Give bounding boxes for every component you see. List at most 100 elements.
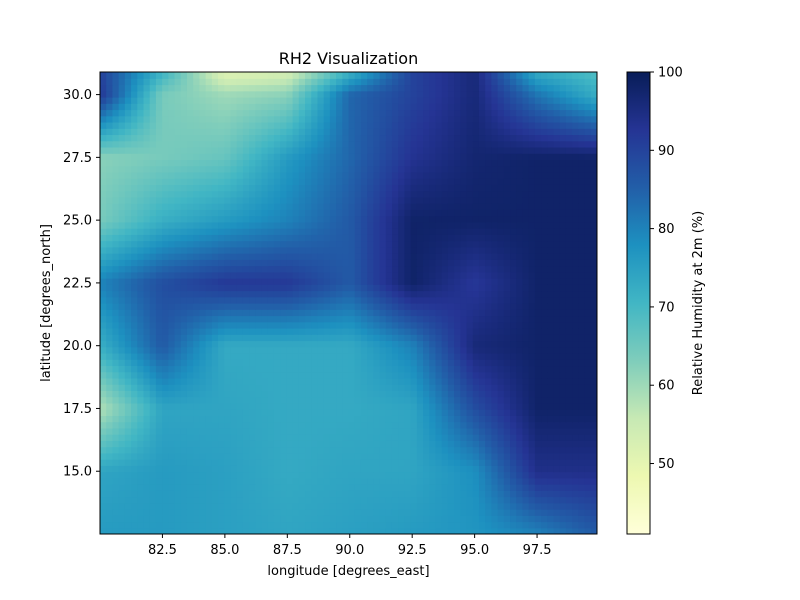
- heatmap-cell: [503, 259, 511, 267]
- heatmap-cell: [547, 171, 555, 179]
- heatmap-cell: [249, 246, 256, 254]
- heatmap-cell: [541, 215, 548, 223]
- heatmap-cell: [242, 421, 250, 429]
- heatmap-cell: [292, 440, 300, 448]
- heatmap-cell: [391, 253, 399, 260]
- heatmap-cell: [305, 484, 312, 491]
- heatmap-cell: [205, 259, 213, 267]
- heatmap-cell: [466, 471, 474, 479]
- heatmap-cell: [429, 527, 437, 534]
- heatmap-cell: [211, 284, 219, 292]
- heatmap-cell: [174, 477, 182, 485]
- heatmap-cell: [516, 265, 524, 273]
- heatmap-cell: [199, 140, 207, 148]
- heatmap-cell: [317, 427, 325, 435]
- heatmap-cell: [478, 246, 486, 254]
- heatmap-cell: [317, 446, 325, 454]
- heatmap-cell: [466, 259, 474, 267]
- heatmap-cell: [522, 184, 530, 192]
- heatmap-cell: [329, 359, 337, 367]
- heatmap-cell: [503, 146, 511, 154]
- heatmap-cell: [342, 490, 350, 498]
- heatmap-cell: [273, 396, 281, 404]
- heatmap-cell: [205, 502, 213, 510]
- heatmap-cell: [373, 352, 381, 360]
- heatmap-cell: [118, 296, 126, 304]
- heatmap-cell: [143, 159, 151, 167]
- heatmap-cell: [236, 440, 244, 448]
- heatmap-cell: [398, 165, 406, 173]
- heatmap-cell: [466, 477, 474, 485]
- heatmap-cell: [435, 334, 443, 342]
- heatmap-cell: [211, 421, 219, 429]
- heatmap-cell: [230, 440, 238, 448]
- heatmap-cell: [447, 459, 455, 466]
- heatmap-cell: [553, 427, 561, 435]
- heatmap-cell: [186, 209, 194, 217]
- heatmap-cell: [472, 452, 480, 460]
- heatmap-cell: [522, 459, 530, 466]
- heatmap-cell: [559, 421, 567, 429]
- heatmap-cell: [503, 346, 511, 354]
- heatmap-cell: [323, 446, 331, 454]
- heatmap-cell: [298, 284, 306, 292]
- heatmap-cell: [578, 477, 586, 485]
- heatmap-cell: [373, 384, 381, 391]
- heatmap-cell: [472, 228, 480, 235]
- heatmap-cell: [162, 296, 169, 304]
- heatmap-cell: [267, 209, 275, 217]
- heatmap-cell: [454, 309, 461, 317]
- heatmap-cell: [168, 228, 176, 235]
- heatmap-cell: [534, 515, 542, 523]
- heatmap-cell: [323, 427, 331, 435]
- heatmap-cell: [404, 427, 412, 435]
- heatmap-cell: [218, 346, 225, 354]
- heatmap-cell: [218, 340, 225, 348]
- heatmap-cell: [329, 196, 337, 204]
- heatmap-cell: [106, 215, 114, 223]
- heatmap-cell: [311, 402, 319, 410]
- heatmap-cell: [242, 203, 250, 210]
- heatmap-cell: [131, 303, 138, 310]
- heatmap-cell: [292, 334, 300, 342]
- heatmap-cell: [367, 209, 374, 217]
- heatmap-cell: [298, 352, 306, 360]
- heatmap-cell: [273, 165, 281, 173]
- heatmap-cell: [186, 471, 194, 479]
- heatmap-cell: [168, 290, 176, 298]
- heatmap-cell: [547, 484, 555, 491]
- heatmap-cell: [391, 452, 399, 460]
- heatmap-cell: [242, 427, 250, 435]
- heatmap-cell: [211, 246, 219, 254]
- heatmap-cell: [112, 484, 120, 491]
- heatmap-cell: [391, 221, 399, 229]
- heatmap-cell: [410, 284, 418, 292]
- heatmap-cell: [423, 203, 430, 210]
- heatmap-cell: [404, 452, 412, 460]
- heatmap-cell: [373, 171, 381, 179]
- heatmap-cell: [559, 440, 567, 448]
- heatmap-cell: [491, 459, 499, 466]
- heatmap-cell: [348, 203, 356, 210]
- heatmap-cell: [199, 209, 207, 217]
- heatmap-cell: [472, 159, 480, 167]
- heatmap-cell: [373, 153, 381, 160]
- heatmap-cell: [329, 434, 337, 441]
- heatmap-cell: [466, 309, 474, 317]
- heatmap-cell: [261, 271, 269, 279]
- heatmap-cell: [491, 303, 499, 310]
- heatmap-cell: [311, 165, 319, 173]
- heatmap-cell: [373, 234, 381, 242]
- heatmap-cell: [466, 221, 474, 229]
- heatmap-cell: [249, 290, 256, 298]
- heatmap-cell: [242, 296, 250, 304]
- heatmap-cell: [379, 465, 387, 473]
- heatmap-cell: [429, 446, 437, 454]
- heatmap-cell: [466, 178, 474, 185]
- heatmap-cell: [367, 415, 374, 423]
- heatmap-cell: [410, 253, 418, 260]
- heatmap-cell: [280, 309, 287, 317]
- heatmap-cell: [522, 352, 530, 360]
- heatmap-cell: [336, 409, 343, 416]
- heatmap-cell: [541, 190, 548, 198]
